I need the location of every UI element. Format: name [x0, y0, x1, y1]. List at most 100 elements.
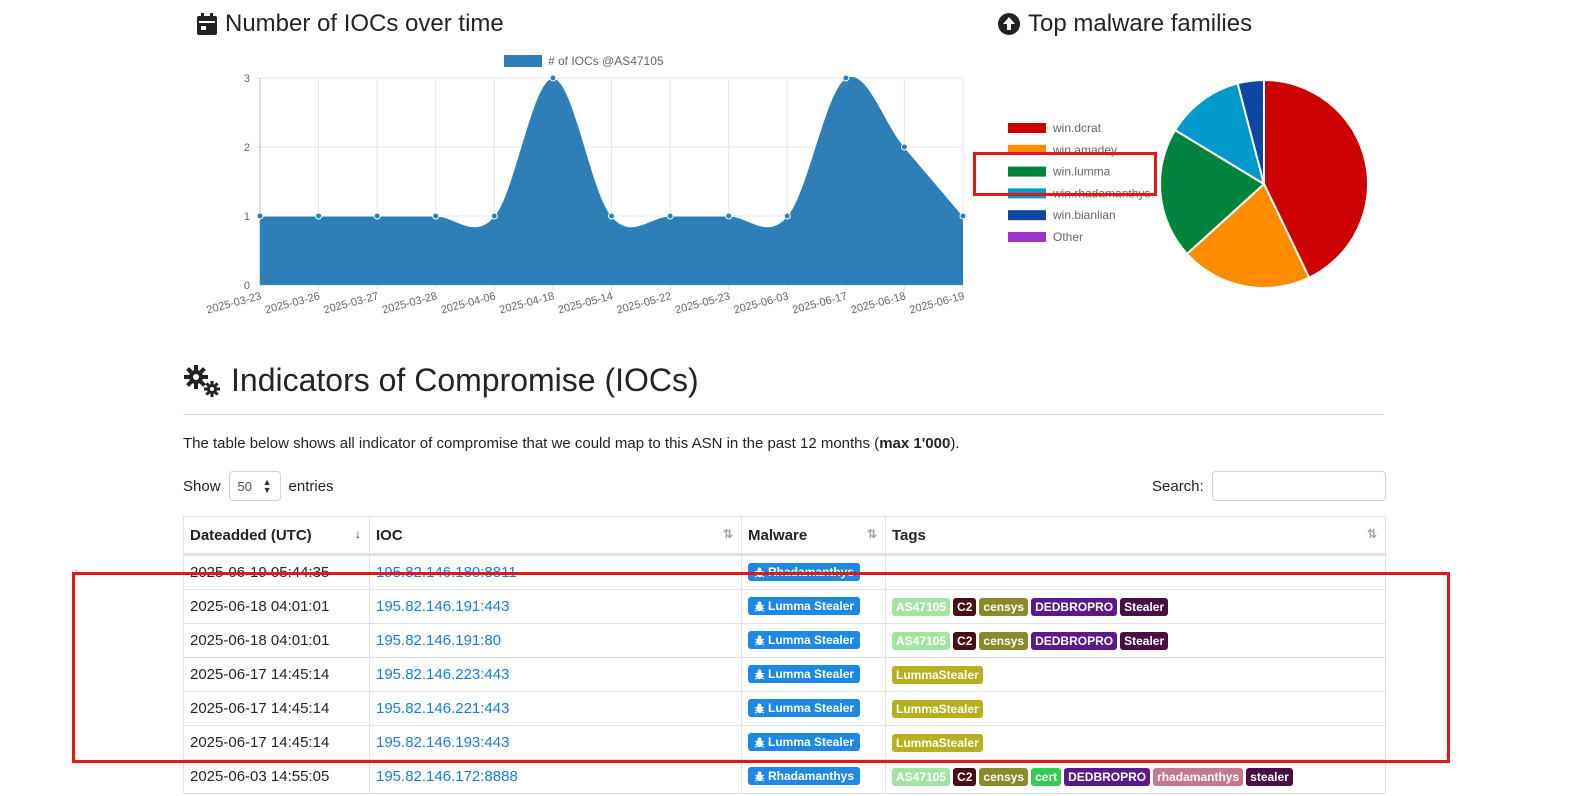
tag-badge[interactable]: DEDBROPRO — [1031, 631, 1118, 650]
cell-dateadded: 2025-06-19 05:44:35 — [183, 554, 370, 590]
cell-ioc: 195.82.146.221:443 — [369, 691, 742, 726]
tag-badge[interactable]: LummaStealer — [892, 733, 983, 752]
pie-slice — [1185, 182, 1311, 289]
tag-badge[interactable]: C2 — [953, 631, 977, 650]
desc-post: ). — [950, 435, 960, 452]
desc-pre: The table below shows all indicator of c… — [183, 435, 880, 452]
malware-badge-label: Lumma Stealer — [768, 633, 855, 648]
ioc-link[interactable]: 195.82.146.193:443 — [376, 734, 510, 751]
cell-malware: Lumma Stealer — [741, 589, 886, 624]
table-row: 2025-06-17 14:45:14 195.82.146.223:443 Lum… — [183, 657, 1386, 692]
x-tick-label: 2025-05-23 — [674, 290, 731, 316]
x-tick-label: 2025-06-17 — [791, 290, 848, 316]
legend-label: win.rhadamanthys — [1052, 186, 1150, 200]
malware-pie-chart: win.dcrat win.amadey win.lumma win.rhadaman… — [1008, 78, 1369, 289]
cell-dateadded: 2025-06-18 04:01:01 — [183, 589, 370, 624]
cell-dateadded: 2025-06-17 14:45:14 — [183, 657, 370, 692]
legend-label: Other — [1053, 230, 1083, 244]
malware-badge[interactable]: Lumma Stealer — [748, 597, 861, 616]
select-arrows-icon: ▲ ▼ — [262, 477, 272, 495]
cell-dateadded: 2025-06-03 14:55:05 — [183, 759, 370, 794]
x-tick-label: 2025-03-23 — [205, 290, 262, 316]
tag-badge[interactable]: censys — [979, 597, 1029, 616]
cell-tags: AS47105 C2 censys DEDBROPRO Stealer — [885, 623, 1386, 658]
data-point — [666, 212, 674, 220]
search-control: Search: — [1152, 471, 1386, 501]
col-header-dateadded[interactable]: Dateadded (UTC) ↓ — [183, 516, 370, 556]
legend-swatch — [1008, 144, 1046, 155]
x-tick-label: 2025-05-14 — [557, 290, 614, 316]
table-row: 2025-06-19 05:44:35 195.82.146.180:8811 Rh… — [183, 554, 1386, 590]
desc-bold: max 1'000 — [879, 435, 951, 452]
ioc-link[interactable]: 195.82.146.191:80 — [376, 632, 502, 649]
arrow-up-circle-icon — [998, 13, 1020, 35]
tag-badge[interactable]: rhadamanthys — [1153, 767, 1244, 786]
cell-tags: LummaStealer — [885, 657, 1386, 692]
malware-badge[interactable]: Lumma Stealer — [748, 665, 861, 684]
table-row: 2025-06-18 04:01:01 195.82.146.191:443 Lum… — [183, 589, 1386, 624]
calendar-icon — [197, 13, 217, 35]
x-tick-label: 2025-03-27 — [322, 290, 379, 316]
ioc-section-title: Indicators of Compromise (IOCs) — [183, 362, 699, 399]
tag-badge[interactable]: censys — [979, 767, 1029, 786]
tag-badge[interactable]: DEDBROPRO — [1031, 597, 1118, 616]
col-header-malware[interactable]: Malware ⇅ — [741, 516, 886, 556]
tag-badge[interactable]: C2 — [953, 767, 977, 786]
data-point — [256, 212, 264, 220]
tag-badge[interactable]: AS47105 — [892, 631, 951, 650]
top-malware-title: Top malware families — [998, 10, 1252, 38]
ioc-link[interactable]: 195.82.146.172:8888 — [376, 768, 518, 785]
ioc-link[interactable]: 195.82.146.191:443 — [376, 598, 510, 615]
malware-badge[interactable]: Rhadamanthys — [748, 563, 861, 582]
data-point — [490, 212, 498, 220]
entries-select[interactable]: 50 ▲ ▼ — [228, 471, 281, 501]
data-point — [959, 212, 967, 220]
tag-badge[interactable]: Stealer — [1120, 597, 1169, 616]
tag-badge[interactable]: stealer — [1246, 767, 1293, 786]
cell-tags: LummaStealer — [885, 691, 1386, 726]
cell-malware: Rhadamanthys — [741, 759, 886, 794]
x-tick-label: 2025-03-26 — [264, 290, 321, 316]
tag-badge[interactable]: Stealer — [1120, 631, 1169, 650]
tag-badge[interactable]: LummaStealer — [892, 699, 983, 718]
x-tick-label: 2025-05-22 — [615, 290, 672, 316]
cell-ioc: 195.82.146.191:80 — [369, 623, 742, 658]
bug-icon — [754, 669, 765, 680]
ioc-link[interactable]: 195.82.146.180:8811 — [376, 564, 517, 581]
data-point — [432, 212, 440, 220]
cell-malware: Rhadamanthys — [741, 554, 886, 590]
tag-badge[interactable]: AS47105 — [892, 767, 951, 786]
legend-swatch — [504, 55, 542, 67]
section-divider — [183, 414, 1384, 415]
legend-label: # of IOCs @AS47105 — [548, 54, 664, 68]
malware-badge[interactable]: Rhadamanthys — [748, 767, 861, 786]
tag-badge[interactable]: AS47105 — [892, 597, 951, 616]
pie-slice — [1263, 78, 1369, 280]
tag-badge[interactable]: LummaStealer — [892, 665, 983, 684]
tag-badge[interactable]: censys — [979, 631, 1029, 650]
malware-badge[interactable]: Lumma Stealer — [748, 631, 861, 650]
data-point — [549, 74, 557, 82]
ioc-link[interactable]: 195.82.146.223:443 — [376, 666, 510, 683]
x-tick-label: 2025-06-18 — [850, 290, 907, 316]
malware-badge[interactable]: Lumma Stealer — [748, 733, 861, 752]
tag-badge[interactable]: DEDBROPRO — [1064, 767, 1151, 786]
col-header-dateadded-label: Dateadded (UTC) — [190, 526, 312, 544]
y-tick-label: 1 — [244, 211, 250, 223]
tag-badge[interactable]: C2 — [953, 597, 977, 616]
legend-swatch — [1008, 188, 1046, 199]
pie-slice — [1236, 78, 1265, 185]
sort-icon: ⇅ — [866, 527, 877, 541]
data-point — [315, 212, 323, 220]
malware-badge[interactable]: Lumma Stealer — [748, 699, 861, 718]
col-header-tags[interactable]: Tags ⇅ — [885, 516, 1386, 556]
y-tick-label: 2 — [244, 142, 250, 154]
tag-badge[interactable]: cert — [1031, 767, 1062, 786]
search-input[interactable] — [1211, 471, 1386, 501]
cell-tags: AS47105 C2 censys DEDBROPRO Stealer — [885, 589, 1386, 624]
malware-badge-label: Lumma Stealer — [768, 701, 855, 716]
col-header-ioc[interactable]: IOC ⇅ — [369, 516, 742, 556]
ioc-link[interactable]: 195.82.146.221:443 — [376, 700, 510, 717]
ioc-timeline-title: Number of IOCs over time — [197, 10, 504, 38]
